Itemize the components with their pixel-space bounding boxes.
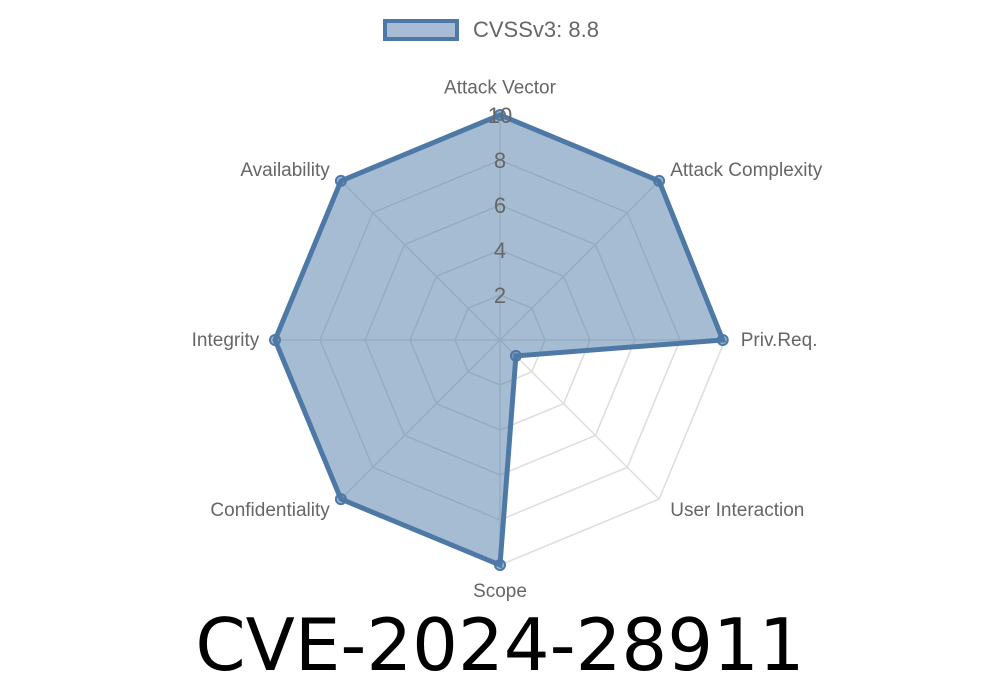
tick-label: 6 bbox=[494, 193, 506, 218]
data-point bbox=[334, 174, 347, 187]
data-point bbox=[269, 334, 281, 346]
axis-label: User Interaction bbox=[670, 500, 804, 521]
legend: CVSSv3: 8.8 bbox=[383, 17, 599, 43]
cve-title: CVE-2024-28911 bbox=[195, 603, 805, 687]
axis-label: Attack Vector bbox=[444, 77, 557, 98]
data-point bbox=[653, 174, 666, 187]
data-point bbox=[334, 493, 347, 506]
axis-label: Scope bbox=[473, 581, 527, 602]
data-point bbox=[509, 349, 522, 362]
grid-spoke bbox=[499, 339, 660, 500]
data-point bbox=[716, 334, 729, 346]
data-point bbox=[494, 109, 506, 121]
axis-label: Confidentiality bbox=[210, 500, 330, 521]
tick-label: 2 bbox=[494, 283, 506, 308]
legend-label: CVSSv3: 8.8 bbox=[473, 17, 599, 42]
tick-label: 8 bbox=[494, 148, 506, 173]
axis-label: Priv.Req. bbox=[741, 330, 818, 351]
tick-label: 4 bbox=[494, 238, 506, 263]
data-point bbox=[494, 559, 506, 571]
axis-label: Availability bbox=[240, 160, 330, 181]
axis-label: Attack Complexity bbox=[670, 160, 823, 181]
axis-label: Integrity bbox=[192, 330, 260, 351]
legend-swatch bbox=[383, 19, 459, 41]
tick-label: 10 bbox=[488, 103, 512, 128]
